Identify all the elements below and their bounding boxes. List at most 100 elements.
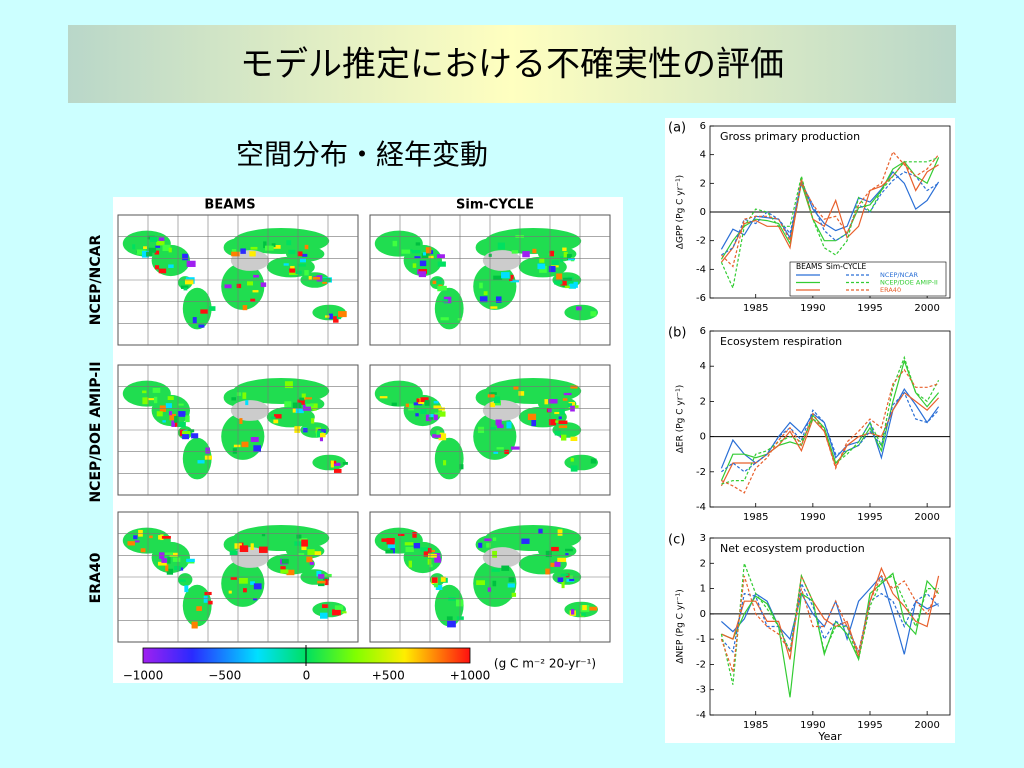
y-tick-label: -1 <box>696 634 706 645</box>
map-cell <box>408 403 414 411</box>
map-cell <box>140 548 146 553</box>
map-cell <box>532 248 537 254</box>
map-cell <box>513 386 519 390</box>
map-cell <box>555 420 560 423</box>
map-cell <box>132 244 136 250</box>
map-cell <box>146 251 153 257</box>
map-cell <box>250 246 258 250</box>
map-cell <box>421 253 431 259</box>
map-cell <box>391 402 397 406</box>
land <box>182 437 212 480</box>
map-cell <box>224 284 232 289</box>
map-cell <box>425 414 432 422</box>
map-cell <box>564 285 574 289</box>
y-tick-label: 0 <box>700 609 706 620</box>
map-cell <box>156 241 165 246</box>
y-tick-label: -2 <box>696 659 706 670</box>
map-cell <box>569 281 578 288</box>
map-cell <box>570 465 578 472</box>
map-cell <box>294 541 303 546</box>
map-cell <box>508 577 515 583</box>
map-cell <box>183 287 188 291</box>
map-cell <box>548 265 556 273</box>
map-row-label: NCEP/NCAR <box>88 235 104 326</box>
colorbar-unit: (g C m⁻² 20-yr⁻¹) <box>494 657 596 671</box>
map-cell <box>489 402 496 408</box>
series-line <box>720 157 940 260</box>
map-cell <box>306 556 313 563</box>
map-cell <box>239 418 243 424</box>
plot-area <box>709 537 951 716</box>
map-cell <box>191 621 198 629</box>
desert <box>230 400 270 421</box>
map-cell <box>493 396 501 404</box>
legend-label: NCEP/NCAR <box>880 271 918 279</box>
map-cell <box>455 599 464 607</box>
y-tick-label: 6 <box>700 121 706 132</box>
map-cell <box>589 606 598 611</box>
panel-label: (c) <box>668 533 685 548</box>
map-cell <box>301 393 306 400</box>
map-cell <box>557 529 563 536</box>
y-tick-label: 0 <box>700 432 706 443</box>
map-cell <box>253 598 258 601</box>
map-cell <box>501 565 510 571</box>
series-line <box>720 170 940 250</box>
map-cell <box>177 411 186 417</box>
map-cell <box>159 405 167 412</box>
x-tick-label: 2000 <box>914 720 939 731</box>
map-cell <box>448 597 456 601</box>
map-cell <box>569 575 573 581</box>
map-cell <box>556 273 563 280</box>
slide-title: モデル推定における不確実性の評価 <box>240 45 784 85</box>
map-cell <box>443 460 447 466</box>
y-tick-label: 4 <box>700 361 706 372</box>
map-cell <box>563 251 568 258</box>
map-cell <box>231 397 237 401</box>
map-cell <box>263 241 267 249</box>
map-cell <box>427 558 432 565</box>
map-cell <box>550 562 558 567</box>
map-cell <box>548 398 558 404</box>
land <box>434 584 464 627</box>
map-cell <box>420 408 427 414</box>
map-cell <box>590 311 597 317</box>
map-cell <box>184 585 189 593</box>
map-cell <box>338 311 347 318</box>
map-cell <box>447 620 456 628</box>
map-cell <box>172 557 181 562</box>
map-cell <box>569 578 575 582</box>
map-cell <box>438 407 445 411</box>
map-cell <box>545 568 551 575</box>
series-line <box>721 391 940 473</box>
map-cell <box>495 419 502 426</box>
desert <box>482 250 522 271</box>
map-cell <box>551 546 559 552</box>
map-cell <box>174 565 181 571</box>
map-cell <box>559 256 563 263</box>
map-cell <box>562 398 568 401</box>
map-cell <box>416 398 420 403</box>
map-cell <box>188 429 195 433</box>
map-cell <box>386 537 395 545</box>
map-cell <box>560 573 569 576</box>
map-cell <box>422 252 427 256</box>
map-cell <box>142 390 147 394</box>
x-tick-label: 1995 <box>857 303 882 314</box>
map-cell <box>379 396 388 399</box>
map-cell <box>252 290 259 293</box>
map-cell <box>548 419 557 426</box>
map-cell <box>288 249 296 255</box>
map-cell <box>197 460 205 464</box>
map-cell <box>570 385 578 389</box>
map-cell <box>319 433 326 438</box>
map-figure: BEAMS Sim-CYCLE NCEP/NCAR NCEP/DOE AMIP-… <box>88 197 623 683</box>
map-cell <box>387 542 396 549</box>
map-cell <box>164 552 173 555</box>
map-cell <box>134 540 140 543</box>
land <box>434 437 464 480</box>
map-cell <box>342 461 348 465</box>
map-cell <box>260 282 267 287</box>
map-cell <box>563 277 572 281</box>
y-axis-label: ΔNEP (Pg C yr⁻¹) <box>676 589 686 663</box>
